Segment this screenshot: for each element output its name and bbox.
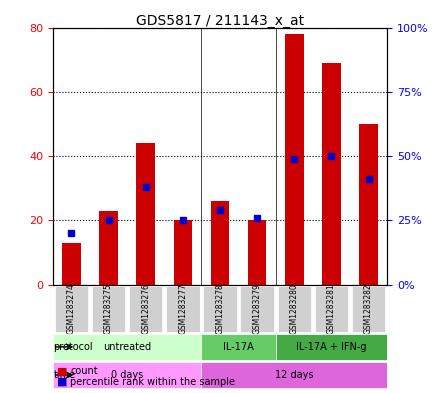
FancyBboxPatch shape [278, 286, 311, 332]
Text: GSM1283281: GSM1283281 [327, 283, 336, 334]
Text: 0 days: 0 days [111, 370, 143, 380]
Text: IL-17A: IL-17A [223, 342, 254, 352]
Text: GSM1283275: GSM1283275 [104, 283, 113, 334]
Text: GSM1283280: GSM1283280 [290, 283, 299, 334]
FancyBboxPatch shape [166, 286, 200, 332]
Bar [322, 63, 341, 285]
FancyBboxPatch shape [240, 286, 274, 332]
Text: GSM1283282: GSM1283282 [364, 283, 373, 334]
FancyBboxPatch shape [276, 334, 387, 360]
Text: GSM1283274: GSM1283274 [67, 283, 76, 334]
FancyBboxPatch shape [53, 334, 202, 360]
Text: protocol: protocol [54, 342, 93, 352]
Text: ■: ■ [57, 377, 68, 387]
Text: count: count [70, 366, 98, 376]
Text: GSM1283276: GSM1283276 [141, 283, 150, 334]
Text: untreated: untreated [103, 342, 151, 352]
Text: ■: ■ [57, 366, 68, 376]
Text: GSM1283277: GSM1283277 [178, 283, 187, 334]
FancyBboxPatch shape [202, 362, 387, 387]
Text: IL-17A + IFN-g: IL-17A + IFN-g [296, 342, 367, 352]
FancyBboxPatch shape [92, 286, 125, 332]
Text: 12 days: 12 days [275, 370, 314, 380]
Text: time: time [54, 370, 76, 380]
FancyBboxPatch shape [203, 286, 237, 332]
FancyBboxPatch shape [352, 286, 385, 332]
Bar [359, 124, 378, 285]
Text: GSM1283279: GSM1283279 [253, 283, 262, 334]
Bar [62, 243, 81, 285]
FancyBboxPatch shape [202, 334, 276, 360]
Text: GDS5817 / 211143_x_at: GDS5817 / 211143_x_at [136, 14, 304, 28]
Bar [99, 211, 118, 285]
Bar [285, 34, 304, 285]
Bar [248, 220, 267, 285]
Bar [211, 201, 229, 285]
FancyBboxPatch shape [315, 286, 348, 332]
Text: GSM1283278: GSM1283278 [216, 283, 224, 334]
FancyBboxPatch shape [55, 286, 88, 332]
Bar [136, 143, 155, 285]
Bar [173, 220, 192, 285]
Text: percentile rank within the sample: percentile rank within the sample [70, 377, 235, 387]
FancyBboxPatch shape [129, 286, 162, 332]
FancyBboxPatch shape [53, 362, 202, 387]
